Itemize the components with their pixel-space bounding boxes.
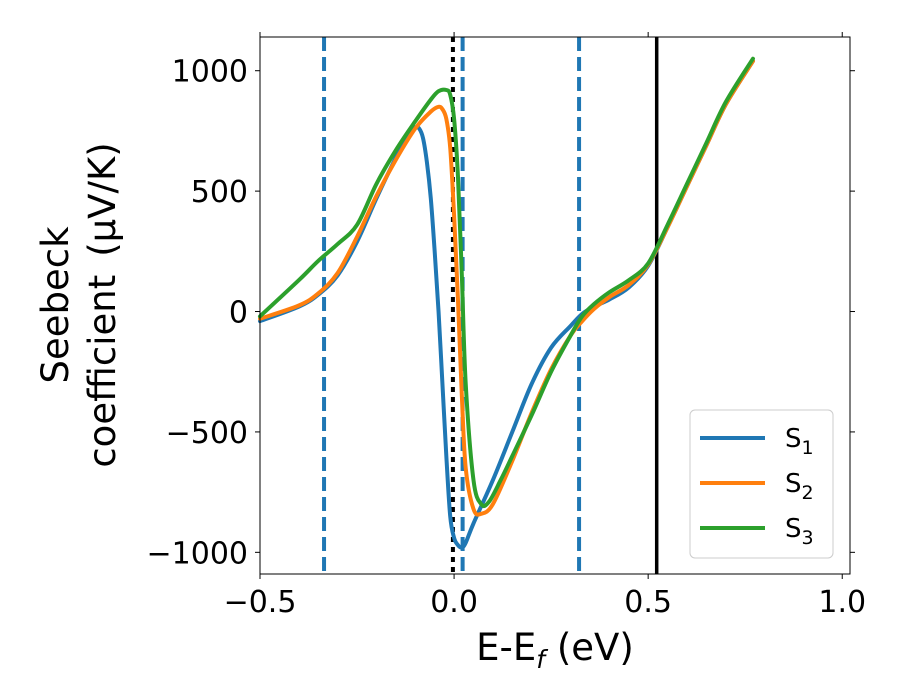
y-axis-title: Seebeck	[34, 226, 77, 384]
x-tick-label: 0.0	[430, 585, 478, 620]
y-tick-label: 500	[191, 175, 248, 210]
x-tick-label: 0.5	[624, 585, 672, 620]
plot-frame	[259, 36, 851, 575]
y-axis-title-line2: coefficient(μV/K)	[81, 142, 124, 467]
vertical-reference-lines	[322, 37, 659, 574]
legend: S1 S2 S3	[689, 409, 834, 559]
legend-label-S2: S2	[785, 469, 814, 504]
x-axis-ticks: −0.5 0.0 0.5 1.0	[224, 32, 866, 620]
y-axis-ticks: −1000 −500 0 500 1000	[147, 55, 855, 571]
x-tick-label: −0.5	[224, 585, 297, 620]
legend-label-S1: S1	[785, 424, 814, 459]
legend-label-S3: S3	[785, 514, 814, 549]
series-line-S3	[258, 56, 755, 509]
y-axis-title-2: coefficient(μV/K)	[81, 142, 124, 467]
x-tick-label: 1.0	[818, 585, 866, 620]
y-tick-label: −500	[166, 416, 248, 451]
series-line-S2	[258, 59, 755, 517]
y-tick-label: 0	[229, 296, 248, 331]
series-lines	[258, 56, 755, 550]
y-tick-label: −1000	[147, 536, 248, 571]
y-axis-title-line1: Seebeck	[34, 226, 77, 384]
x-axis-title: E-Ef (eV)	[476, 626, 634, 674]
y-tick-label: 1000	[172, 55, 248, 90]
